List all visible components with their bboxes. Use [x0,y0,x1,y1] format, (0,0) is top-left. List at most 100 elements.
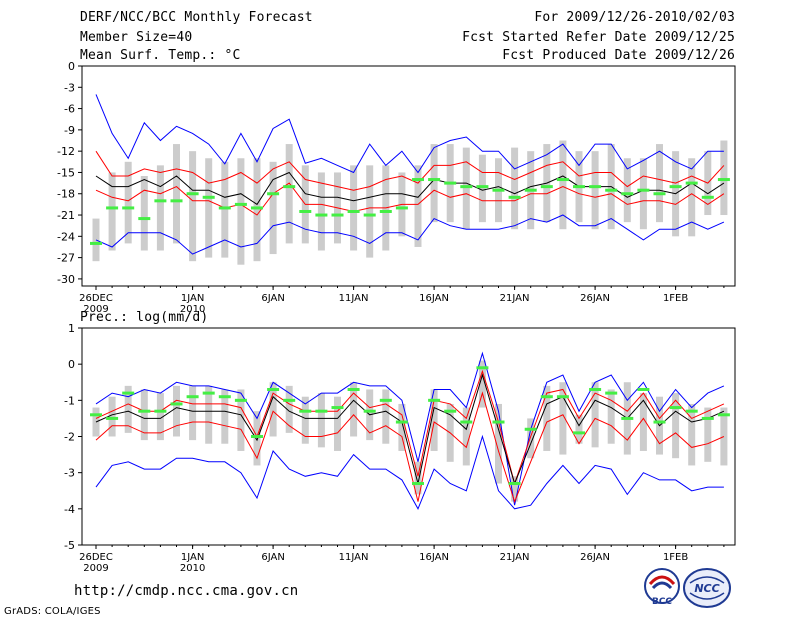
temp-y-tick-label: -18 [57,188,75,201]
temp-spread-box [108,172,116,251]
temp-spread-box [140,176,148,251]
source-url: http://cmdp.ncc.cma.gov.cn [74,583,299,599]
prec-median-marker [428,398,441,402]
temp-spread-box [478,154,486,223]
prec-spread-box [382,389,390,444]
temp-median-marker [202,195,215,199]
prec-spread-box [607,389,615,444]
forecast-produced: Fcst Produced Date 2009/12/26 [502,48,735,63]
prec-spread-box [221,389,229,444]
temp-y-tick-label: -6 [64,103,75,116]
temp-spread-box [511,147,519,230]
temp-spread-box [430,144,438,223]
temp-x-tick-year: 2010 [180,304,205,315]
forecast-started: Fcst Started Refer Date 2009/12/25 [462,30,735,45]
prec-median-marker [653,420,666,424]
prec-median-marker [573,431,585,435]
prec-x-tick-label: 21JAN [500,552,530,563]
temp-y-tick-label: -21 [57,209,75,222]
temp-x-tick-label: 1JAN [181,293,204,304]
temp-spread-box [173,144,180,244]
prec-median-marker [379,398,392,402]
prec-median-marker [669,406,682,410]
prec-spread-box [334,396,341,451]
temp-x-tick-label: 16JAN [419,293,449,304]
prec-x-tick-label: 1JAN [181,552,204,563]
prec-median-marker [621,416,634,420]
prec-y-tick-label: -1 [64,394,75,407]
temp-median-marker [717,178,730,182]
temp-y-tick-label: -3 [64,81,75,94]
temp-x-tick-year: 2009 [83,304,108,315]
temp-median-marker [186,192,199,196]
prec-median-marker [460,420,473,424]
prec-spread-box [140,389,148,441]
prec-series-lower [95,391,725,504]
temp-median-marker [138,217,151,221]
ncc-logo: NCC [683,568,731,608]
temp-spread-box [623,158,631,223]
temp-y-tick-label: -24 [57,230,75,243]
temp-spread-box [253,158,261,262]
prec-x-tick-label: 6JAN [261,552,284,563]
ncc-logo-text: NCC [694,582,719,595]
prec-spread-box [511,476,519,502]
temp-median-marker [363,213,376,217]
prec-median-marker [331,406,344,410]
prec-spread-box [591,382,599,448]
temp-median-marker [573,185,585,189]
temp-median-marker [637,188,650,192]
prec-median-marker [202,391,215,395]
prec-median-marker [492,420,505,424]
prec-spread-box [478,360,486,408]
temp-spread-box [462,147,470,230]
temp-spread-box [559,140,567,230]
temp-spread-box [237,158,245,265]
temp-median-marker [508,195,521,199]
temp-median-marker [267,192,280,196]
prec-spread-box [92,407,100,437]
prec-median-marker [347,387,360,391]
temp-median-marker [476,185,489,189]
prec-x-tick-label: 11JAN [339,552,369,563]
prec-spread-box [495,403,502,484]
prec-series-min [95,434,724,510]
prec-series-upper [95,369,725,486]
temp-median-marker [524,188,537,192]
prec-spread-box [205,385,213,444]
prec-spread-box [156,393,164,441]
prec-y-tick-label: 0 [68,358,75,371]
prec-median-marker [637,387,650,391]
temp-spread-box [92,218,100,262]
temp-spread-box [366,165,374,258]
temp-median-marker [492,188,505,192]
prec-spread-box [462,407,470,466]
temp-spread-box [720,140,728,216]
prec-spread-box [173,385,180,437]
temp-median-marker [395,206,408,210]
temp-median-marker [170,199,183,203]
prec-median-marker [508,482,521,486]
temp-median-marker [106,206,119,210]
prec-median-marker [138,409,151,413]
prec-median-marker [234,398,247,402]
prec-spread-box [253,411,261,466]
temp-median-marker [605,188,618,192]
forecast-period: For 2009/12/26-2010/02/03 [534,10,735,25]
temp-plot-frame [81,65,736,287]
temp-spread-box [221,161,229,258]
temp-median-marker [251,206,263,210]
temp-median-marker [379,209,392,213]
grads-credit: GrADS: COLA/IGES [4,606,101,617]
temp-series-lower [95,182,725,216]
prec-spread-box [285,385,293,433]
temp-median-marker [444,181,457,185]
temp-x-tick-label: 6JAN [261,293,284,304]
prec-x-tick-year: 2010 [180,563,205,574]
prec-median-marker [315,409,328,413]
prec-median-marker [540,395,553,399]
temp-median-marker [299,209,312,213]
prec-median-marker [412,482,424,486]
temp-median-marker [331,213,344,217]
